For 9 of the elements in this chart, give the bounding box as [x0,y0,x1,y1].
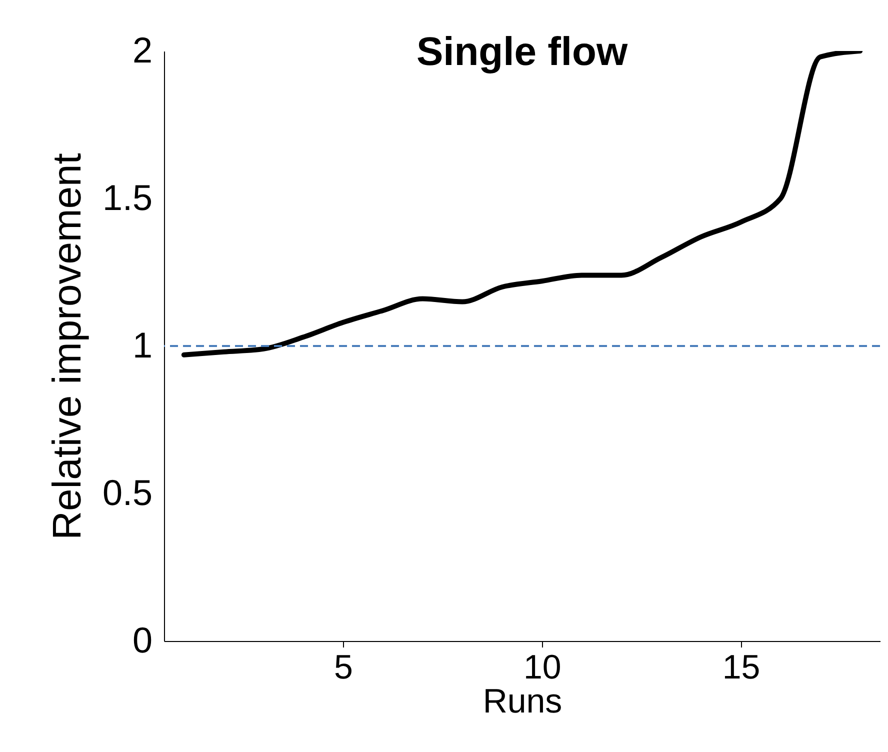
x-tick-label: 5 [334,648,353,686]
y-axis-title: Relative improvement [45,153,90,540]
y-tick-label: 0 [132,620,152,660]
y-tick-label: 1.5 [102,177,152,218]
x-tick-label: 15 [722,648,760,686]
y-tick-label: 2 [132,30,152,70]
chart-title: Single flow [416,30,628,74]
y-tick-label: 0.5 [102,472,152,513]
y-tick-label: 1 [132,324,152,366]
